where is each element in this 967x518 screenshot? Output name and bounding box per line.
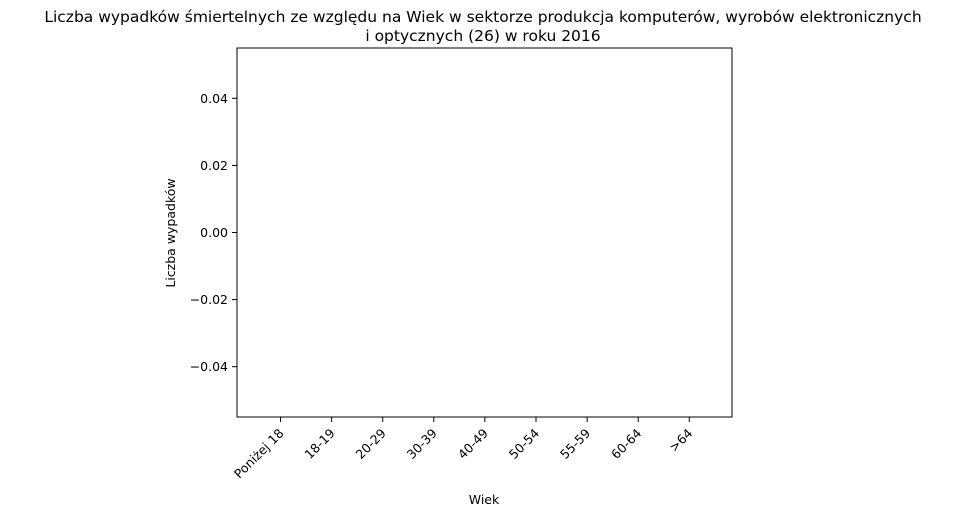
x-axis: Poniżej 18 18-19 20-29 30-39 40-49 50-54 55-59…: [231, 417, 695, 481]
x-tick-label: 40-49: [455, 425, 491, 461]
plot-area-frame: [236, 47, 733, 418]
x-tick-label: 60-64: [608, 425, 644, 461]
y-tick-label: 0.04: [200, 91, 228, 106]
x-tick-label: 30-39: [404, 425, 440, 461]
x-axis-label: Wiek: [469, 492, 500, 507]
x-tick-label: >64: [666, 425, 695, 454]
y-tick-label: −0.02: [190, 292, 228, 307]
y-tick-label: 0.00: [200, 225, 228, 240]
chart-title-line-2: i optycznych (26) w roku 2016: [365, 27, 600, 45]
x-tick-label: 50-54: [506, 425, 542, 461]
x-tick-label: 20-29: [353, 425, 389, 461]
y-axis-label: Liczba wypadków: [163, 178, 178, 287]
y-axis: −0.04 −0.02 0.00 0.02 0.04: [190, 91, 237, 374]
x-tick-label: 18-19: [301, 425, 337, 461]
x-tick-label: 55-59: [557, 425, 593, 461]
y-tick-label: −0.04: [190, 359, 228, 374]
chart-title-line-1: Liczba wypadków śmiertelnych ze względu …: [44, 8, 921, 26]
x-tick-label: Poniżej 18: [231, 425, 287, 481]
y-tick-label: 0.02: [200, 158, 228, 173]
